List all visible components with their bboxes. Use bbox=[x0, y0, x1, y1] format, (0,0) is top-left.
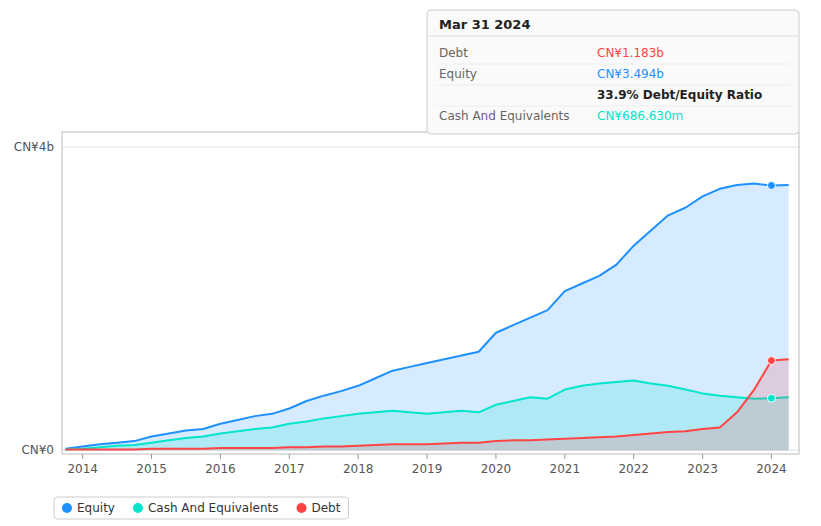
x-tick-label: 2023 bbox=[687, 462, 718, 476]
legend-marker bbox=[296, 503, 306, 513]
y-tick-label: CN¥0 bbox=[21, 443, 54, 457]
x-tick-label: 2015 bbox=[136, 462, 167, 476]
highlight-dot bbox=[767, 357, 775, 365]
tooltip-row-divider bbox=[435, 64, 791, 65]
area-fill bbox=[65, 184, 788, 451]
x-tick bbox=[427, 454, 428, 459]
y-axis: CN¥0 CN¥4b bbox=[14, 140, 799, 457]
legend-label: Cash And Equivalents bbox=[148, 501, 279, 515]
legend-box bbox=[54, 497, 348, 519]
highlight-dot bbox=[767, 394, 775, 402]
x-tick-label: 2022 bbox=[618, 462, 649, 476]
highlight-dot bbox=[767, 181, 775, 189]
tooltip: Mar 31 2024 Debt CN¥1.183b Equity CN¥3.494b 3… bbox=[427, 10, 799, 134]
tooltip-value: CN¥3.494b bbox=[597, 67, 664, 81]
x-tick bbox=[358, 454, 359, 459]
x-tick bbox=[289, 454, 290, 459]
x-tick bbox=[771, 454, 772, 459]
x-tick bbox=[702, 454, 703, 459]
tooltip-label: Debt bbox=[439, 46, 468, 60]
x-tick-label: 2016 bbox=[205, 462, 236, 476]
x-tick bbox=[151, 454, 152, 459]
grid-line bbox=[62, 147, 799, 148]
x-tick-label: 2018 bbox=[343, 462, 374, 476]
tooltip-row-divider bbox=[435, 85, 791, 86]
legend-label: Debt bbox=[311, 501, 340, 515]
x-tick-label: 2019 bbox=[412, 462, 443, 476]
area-fill bbox=[65, 359, 788, 450]
x-tick-label: 2024 bbox=[756, 462, 787, 476]
tooltip-value: CN¥1.183b bbox=[597, 46, 664, 60]
x-tick-label: 2017 bbox=[274, 462, 305, 476]
plot-area bbox=[65, 181, 788, 450]
legend: Equity Cash And Equivalents Debt bbox=[54, 497, 348, 519]
plot-frame bbox=[62, 132, 799, 454]
tooltip-row-divider bbox=[435, 106, 791, 107]
tooltip-divider bbox=[427, 36, 799, 37]
x-tick-label: 2020 bbox=[481, 462, 512, 476]
legend-marker bbox=[62, 503, 72, 513]
x-tick bbox=[564, 454, 565, 459]
series-line bbox=[65, 359, 788, 449]
x-tick bbox=[82, 454, 83, 459]
x-axis: 2014 2015 2016 2017 2018 2019 2020 2021 2022 2023… bbox=[67, 454, 786, 476]
tooltip-value: CN¥686.630m bbox=[597, 109, 683, 123]
x-tick bbox=[220, 454, 221, 459]
tooltip-box bbox=[427, 10, 799, 134]
x-tick-label: 2021 bbox=[550, 462, 581, 476]
legend-label: Equity bbox=[77, 501, 115, 515]
chart: CN¥0 CN¥4b 2014 2015 2016 2017 2018 2019 2020 202… bbox=[0, 0, 821, 526]
tooltip-label: Equity bbox=[439, 67, 477, 81]
tooltip-title: Mar 31 2024 bbox=[439, 17, 530, 32]
tooltip-label: Cash And Equivalents bbox=[439, 109, 570, 123]
y-tick-label: CN¥4b bbox=[14, 140, 54, 154]
x-tick-label: 2014 bbox=[67, 462, 98, 476]
x-tick bbox=[495, 454, 496, 459]
tooltip-value: 33.9% Debt/Equity Ratio bbox=[597, 88, 762, 102]
legend-marker bbox=[133, 503, 143, 513]
x-tick bbox=[633, 454, 634, 459]
